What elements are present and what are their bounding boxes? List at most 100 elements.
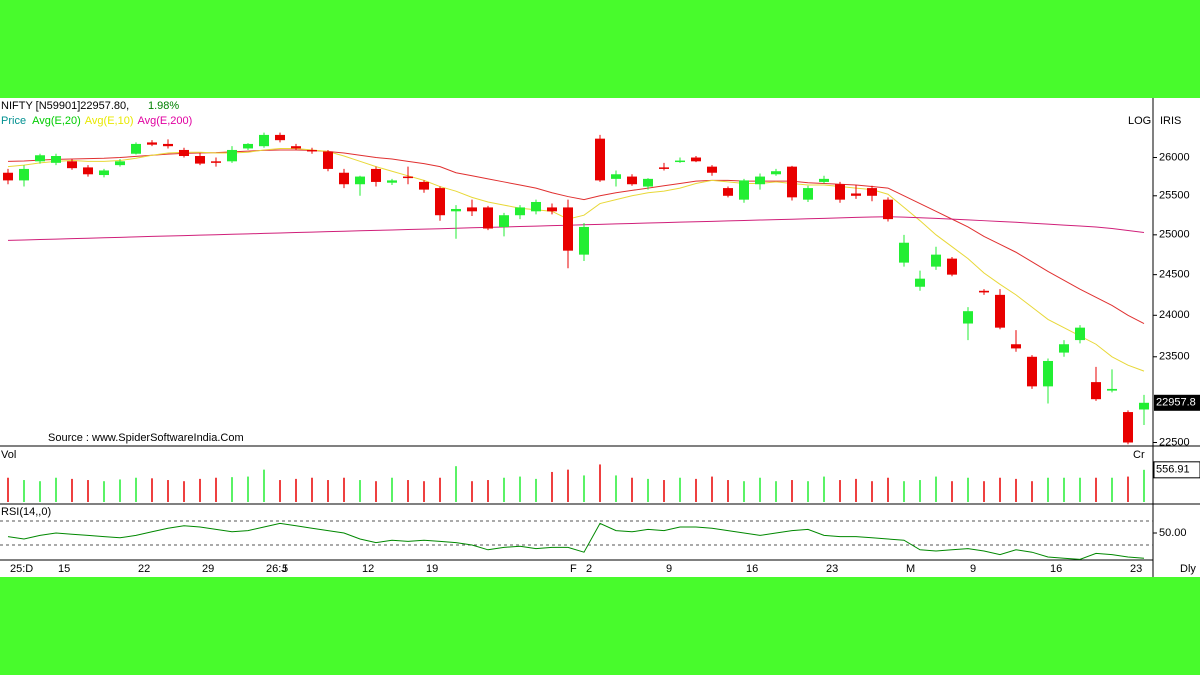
candle-body bbox=[611, 174, 621, 179]
candle-body bbox=[531, 201, 541, 212]
candle-body bbox=[595, 138, 605, 181]
candle-body bbox=[339, 172, 349, 185]
candle-body bbox=[883, 199, 893, 220]
candle-body bbox=[995, 294, 1005, 328]
candle-body bbox=[1091, 382, 1101, 400]
candle-body bbox=[115, 161, 125, 166]
rsi-line bbox=[7, 522, 1145, 560]
x-tick-label: 25:D bbox=[10, 563, 33, 575]
candle-body bbox=[323, 151, 333, 169]
candle-body bbox=[643, 178, 653, 187]
x-tick-label: 2 bbox=[586, 563, 592, 575]
candle-body bbox=[803, 188, 813, 200]
period-label: Dly bbox=[1180, 563, 1196, 575]
candle-body bbox=[35, 155, 45, 162]
candle-body bbox=[659, 167, 669, 169]
x-tick-label: 23 bbox=[826, 563, 838, 575]
indicator-label: IRIS bbox=[1160, 115, 1181, 127]
candle-body bbox=[259, 134, 269, 147]
candle-body bbox=[691, 157, 701, 162]
candle-body bbox=[947, 258, 957, 275]
y-tick-label: 23500 bbox=[1159, 351, 1190, 363]
x-tick-label: 22 bbox=[138, 563, 150, 575]
x-tick-label: 15 bbox=[58, 563, 70, 575]
y-tick-label: 26000 bbox=[1159, 151, 1190, 163]
candle-body bbox=[739, 180, 749, 200]
candle-body bbox=[1107, 388, 1117, 391]
chart-title: NIFTY [N59901]22957.80, bbox=[1, 100, 129, 112]
candle-body bbox=[227, 149, 237, 162]
candle-body bbox=[963, 311, 973, 324]
candle-body bbox=[211, 161, 221, 163]
x-tick-label: 19 bbox=[426, 563, 438, 575]
candle-body bbox=[371, 168, 381, 182]
rsi-tick-label: 50.00 bbox=[1159, 527, 1187, 539]
x-tick-label: 23 bbox=[1130, 563, 1142, 575]
candle-body bbox=[787, 166, 797, 198]
x-tick-label: 12 bbox=[362, 563, 374, 575]
candle-body bbox=[931, 254, 941, 267]
candle-body bbox=[179, 149, 189, 157]
candle-body bbox=[483, 207, 493, 229]
candle-body bbox=[707, 166, 717, 173]
candle-body bbox=[99, 170, 109, 176]
candle-body bbox=[1043, 360, 1053, 387]
x-tick-label: 16 bbox=[1050, 563, 1062, 575]
candle-body bbox=[131, 143, 141, 154]
candle-body bbox=[355, 176, 365, 185]
candle-body bbox=[291, 146, 301, 149]
candle-body bbox=[979, 290, 989, 293]
candle-body bbox=[195, 156, 205, 164]
volume-unit: Cr bbox=[1133, 449, 1145, 461]
candle-body bbox=[419, 181, 429, 190]
candle-body bbox=[163, 143, 173, 147]
volume-label: Vol bbox=[1, 449, 16, 461]
x-tick-label: 5 bbox=[282, 563, 288, 575]
candle-body bbox=[1027, 356, 1037, 387]
moving-average bbox=[7, 147, 1145, 372]
legend-entry: Avg(E,200) bbox=[138, 115, 193, 127]
candle-body bbox=[243, 143, 253, 149]
candle-body bbox=[387, 180, 397, 183]
moving-average bbox=[7, 149, 1145, 324]
candle-body bbox=[67, 161, 77, 169]
candle-body bbox=[755, 176, 765, 185]
y-tick-label: 24000 bbox=[1159, 309, 1190, 321]
change: 1.98% bbox=[148, 100, 179, 112]
volume-last-box bbox=[1153, 461, 1200, 479]
legend-price: Price bbox=[1, 115, 26, 127]
x-tick-label: 29 bbox=[202, 563, 214, 575]
x-tick-label: 16 bbox=[746, 563, 758, 575]
candle-body bbox=[1059, 344, 1069, 353]
candle-body bbox=[435, 188, 445, 216]
candle-body bbox=[147, 142, 157, 145]
candle-body bbox=[515, 207, 525, 216]
y-tick-label: 25500 bbox=[1159, 190, 1190, 202]
candle-body bbox=[1123, 412, 1133, 443]
candle-body bbox=[563, 207, 573, 251]
candle-body bbox=[867, 188, 877, 196]
rsi-label: RSI(14,,0) bbox=[1, 506, 51, 518]
candle-body bbox=[851, 193, 861, 196]
candle-body bbox=[819, 178, 829, 182]
last-price: 22957.8 bbox=[1156, 397, 1196, 409]
candle-body bbox=[499, 215, 509, 227]
candle-body bbox=[83, 167, 93, 175]
candle-body bbox=[915, 278, 925, 287]
x-tick-label: F bbox=[570, 563, 577, 575]
candle-body bbox=[451, 208, 461, 212]
legend-entry: Avg(E,20) bbox=[32, 115, 81, 127]
candle-body bbox=[579, 226, 589, 255]
candle-body bbox=[275, 134, 285, 141]
candle-body bbox=[1139, 402, 1149, 410]
candle-body bbox=[19, 168, 29, 181]
x-tick-label: 9 bbox=[970, 563, 976, 575]
y-tick-label: 25000 bbox=[1159, 229, 1190, 241]
candle-body bbox=[307, 149, 317, 152]
x-tick-label: M bbox=[906, 563, 915, 575]
last-price-box bbox=[1154, 394, 1200, 411]
candle-body bbox=[1075, 327, 1085, 341]
candle-body bbox=[835, 184, 845, 200]
